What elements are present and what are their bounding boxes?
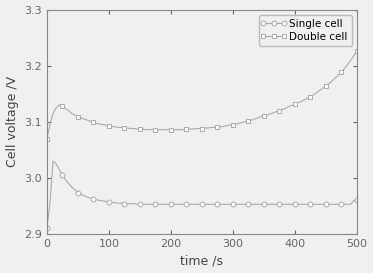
Line: Double cell: Double cell: [44, 49, 359, 141]
Single cell: [69, 185, 74, 189]
Double cell: [187, 127, 192, 131]
Legend: Single cell, Double cell: Single cell, Double cell: [259, 15, 352, 46]
Double cell: [66, 109, 71, 112]
Single cell: [51, 159, 55, 163]
Single cell: [234, 203, 238, 206]
Single cell: [125, 202, 130, 205]
Single cell: [280, 203, 285, 206]
Single cell: [45, 227, 49, 230]
Single cell: [265, 203, 269, 206]
Double cell: [231, 123, 235, 126]
Double cell: [277, 109, 282, 112]
Double cell: [262, 115, 266, 118]
Double cell: [122, 126, 126, 130]
Single cell: [190, 203, 195, 206]
Single cell: [355, 199, 359, 202]
X-axis label: time /s: time /s: [181, 254, 223, 268]
Y-axis label: Cell voltage /V: Cell voltage /V: [6, 76, 19, 167]
Double cell: [355, 49, 359, 53]
Line: Single cell: Single cell: [44, 159, 359, 231]
Double cell: [45, 137, 49, 140]
